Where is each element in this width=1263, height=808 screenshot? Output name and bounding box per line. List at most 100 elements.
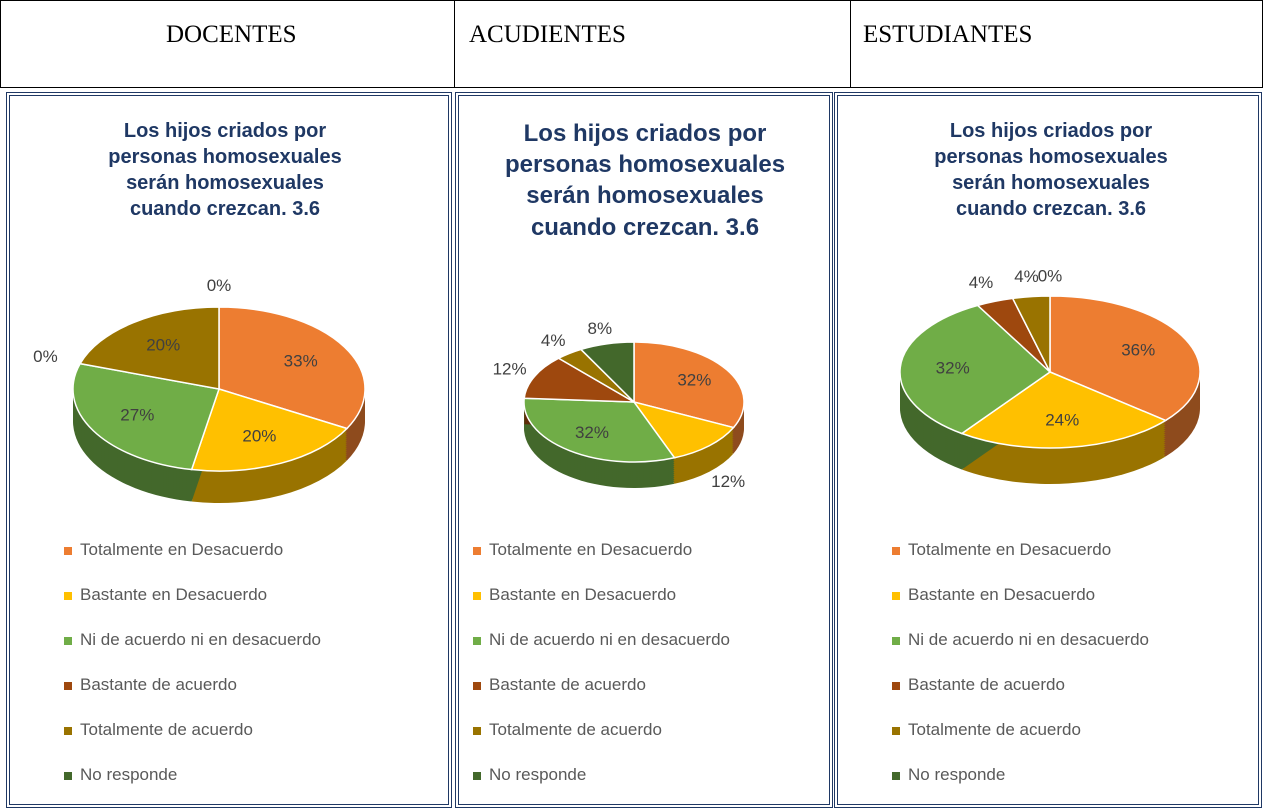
data-label: 0% (1038, 266, 1063, 285)
data-label: 8% (588, 319, 613, 338)
data-label: 32% (936, 358, 970, 377)
pie-slice (1011, 295, 1051, 373)
data-label: 24% (1045, 410, 1079, 429)
legend-entry: Totalmente en Desacuerdo (473, 540, 692, 560)
legend-entry: Bastante de acuerdo (473, 675, 646, 695)
legend-entry: No responde (892, 765, 1005, 785)
pie-tops (523, 341, 745, 463)
legend-swatch (473, 591, 481, 600)
legend-label: Bastante en Desacuerdo (80, 585, 268, 604)
data-label: 4% (541, 331, 566, 350)
legend-entry: No responde (473, 765, 586, 785)
data-label: 12% (711, 472, 745, 491)
pie-tops (72, 306, 366, 472)
data-label: 0% (207, 276, 232, 295)
legend-label: Bastante de acuerdo (908, 675, 1065, 694)
legend-swatch (892, 591, 900, 600)
legend-entry: Bastante de acuerdo (64, 675, 237, 695)
legend-entry: Totalmente en Desacuerdo (64, 540, 283, 560)
chart-cell: Los hijos criados por personas homosexua… (834, 92, 1262, 808)
legend-swatch (64, 636, 72, 645)
legend-swatch (64, 546, 72, 555)
legend-swatch (892, 546, 900, 555)
pie-slice (579, 341, 635, 404)
legend-swatch (473, 546, 481, 555)
pie-chart: 32% 12% 32% 12% 4% 8% (493, 319, 746, 491)
pie-chart: 33% 20% 27% 0% 20% 0% (33, 276, 366, 503)
data-label: 33% (284, 351, 318, 370)
legend-label: Bastante de acuerdo (80, 675, 237, 694)
legend-entry: Ni de acuerdo ni en desacuerdo (473, 630, 730, 650)
legend-entry: Bastante de acuerdo (892, 675, 1065, 695)
legend-label: No responde (489, 765, 587, 784)
data-label: 4% (1014, 267, 1039, 286)
legend-label: Totalmente de acuerdo (80, 720, 253, 739)
data-label: 32% (575, 423, 609, 442)
pie-slice (899, 304, 1052, 435)
legend-label: Totalmente en Desacuerdo (80, 540, 284, 559)
legend-swatch (64, 771, 72, 780)
legend-swatch (473, 726, 481, 735)
legend-label: Ni de acuerdo ni en desacuerdo (908, 630, 1149, 649)
legend-label: Bastante en Desacuerdo (489, 585, 677, 604)
legend-swatch (64, 726, 72, 735)
legend-entry: Totalmente de acuerdo (64, 720, 253, 740)
legend-entry: Totalmente de acuerdo (473, 720, 662, 740)
data-label: 20% (146, 335, 180, 354)
legend-swatch (892, 726, 900, 735)
legend-label: Bastante en Desacuerdo (908, 585, 1096, 604)
legend-label: No responde (80, 765, 178, 784)
pie-slice (190, 388, 349, 472)
pie-slice (1049, 295, 1201, 422)
legend-entry: No responde (64, 765, 177, 785)
legend-entry: Ni de acuerdo ni en desacuerdo (64, 630, 321, 650)
pie-slice (960, 371, 1168, 449)
legend-label: Bastante de acuerdo (489, 675, 646, 694)
pie-slice (523, 357, 635, 403)
legend-entry: Bastante en Desacuerdo (892, 585, 1095, 605)
data-label: 20% (242, 427, 276, 446)
legend-entry: Bastante en Desacuerdo (64, 585, 267, 605)
legend-label: Totalmente de acuerdo (489, 720, 662, 739)
legend-entry: Bastante en Desacuerdo (473, 585, 676, 605)
legend-swatch (473, 636, 481, 645)
legend-swatch (64, 681, 72, 690)
legend-swatch (892, 636, 900, 645)
legend-entry: Totalmente de acuerdo (892, 720, 1081, 740)
legend-entry: Totalmente en Desacuerdo (892, 540, 1111, 560)
pie-slice (633, 341, 745, 429)
data-label: 32% (677, 371, 711, 390)
pie-chart: 36%24%32%4% 4%0% (899, 266, 1201, 485)
chart-title: Los hijos criados por personas homosexua… (108, 120, 342, 220)
chart-cell: Los hijos criados por personas homosexua… (6, 92, 452, 808)
legend-label: Totalmente en Desacuerdo (908, 540, 1112, 559)
legend-swatch (473, 771, 481, 780)
header-cell: ESTUDIANTES (850, 0, 1263, 88)
data-label: 12% (493, 360, 527, 379)
legend-label: No responde (908, 765, 1006, 784)
pie-slice (523, 397, 676, 463)
chart-cell: Los hijos criados por personas homosexua… (455, 92, 833, 808)
header-cell: DOCENTES (0, 0, 455, 88)
data-label: 0% (33, 347, 58, 366)
chart-title: Los hijos criados por personas homosexua… (934, 120, 1168, 220)
chart-title: Los hijos criados por personas homosexua… (504, 120, 786, 241)
pie-slice (218, 306, 366, 430)
legend-label: Ni de acuerdo ni en desacuerdo (489, 630, 730, 649)
legend-label: Totalmente de acuerdo (908, 720, 1081, 739)
data-label: 27% (120, 406, 154, 425)
legend-swatch (64, 591, 72, 600)
legend-label: Ni de acuerdo ni en desacuerdo (80, 630, 321, 649)
data-label: 4% (969, 273, 994, 292)
pie-slice (78, 306, 220, 390)
legend-label: Totalmente en Desacuerdo (489, 540, 693, 559)
legend-swatch (892, 681, 900, 690)
legend-swatch (892, 771, 900, 780)
pie-tops (899, 295, 1201, 449)
header-cell: ACUDIENTES (454, 0, 851, 88)
legend-entry: Ni de acuerdo ni en desacuerdo (892, 630, 1149, 650)
data-label: 36% (1121, 340, 1155, 359)
legend-swatch (473, 681, 481, 690)
pie-slice (72, 362, 220, 471)
